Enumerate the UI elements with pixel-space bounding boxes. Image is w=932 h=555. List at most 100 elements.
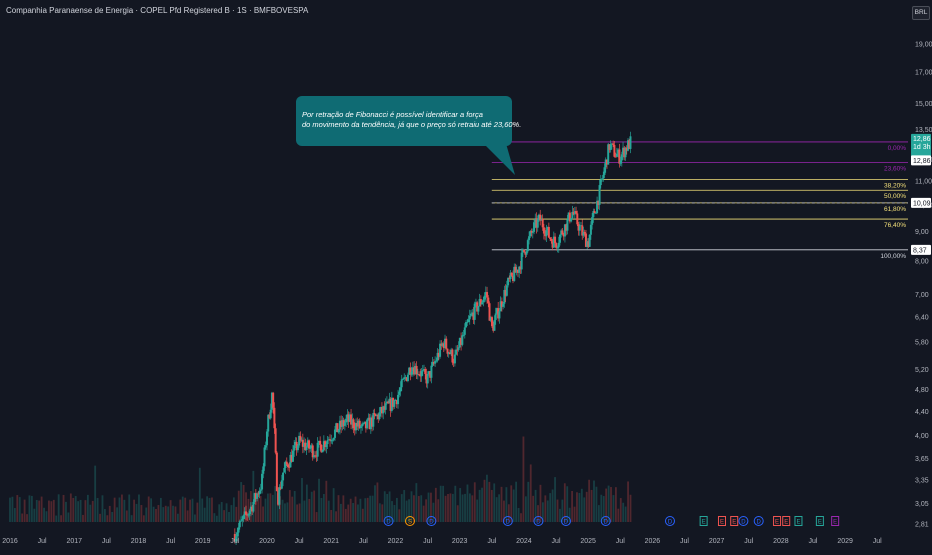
volume-bar	[213, 513, 216, 522]
x-tick-label: 2028	[773, 538, 789, 545]
candle-body	[565, 224, 568, 231]
marker-frame	[383, 516, 394, 526]
annotation-callout[interactable]: Por retração de Fibonacci é possível ide…	[296, 96, 521, 146]
volume-bar	[60, 515, 62, 522]
candle-body	[401, 378, 404, 380]
candle-body	[609, 144, 612, 150]
candle-body	[397, 394, 400, 405]
candle-body	[418, 374, 421, 375]
earnings-icon[interactable]: E	[794, 516, 803, 526]
dividend-icon[interactable]: D	[753, 516, 764, 526]
candle-body	[333, 429, 336, 438]
volume-bar	[176, 513, 179, 522]
candle-body	[270, 392, 273, 410]
candle-body	[465, 322, 468, 328]
candle-body	[392, 397, 395, 407]
volume-bar	[16, 495, 19, 522]
volume-bar	[461, 494, 464, 522]
volume-bar	[240, 482, 243, 522]
x-tick-label: 2025	[580, 538, 596, 545]
candle-body	[561, 230, 564, 235]
earnings-icon[interactable]: E	[699, 516, 708, 526]
candle-body	[237, 527, 240, 533]
dividend-icon[interactable]: D	[533, 516, 544, 526]
volume-bar	[79, 499, 82, 522]
candle-body	[605, 159, 608, 165]
candle-body	[535, 218, 538, 228]
volume-bar	[215, 515, 218, 522]
candle-body	[615, 153, 618, 157]
y-tick-label: 3,05	[915, 501, 929, 508]
volume-bar	[597, 505, 600, 522]
candle-body	[555, 243, 558, 249]
candle-body	[442, 343, 445, 349]
candle-body	[596, 200, 599, 213]
volume-bar	[488, 481, 491, 522]
volume-bar	[342, 495, 345, 522]
earnings-icon[interactable]: E	[815, 516, 824, 526]
marker-glyph: E	[732, 519, 736, 525]
candle-body	[256, 493, 259, 499]
volume-bar	[89, 504, 92, 522]
volume-bar	[254, 493, 257, 522]
volume-bar	[337, 495, 340, 522]
y-tick-label: 4,40	[915, 409, 929, 416]
candle-body	[377, 414, 380, 420]
price-axis[interactable]: 19,0017,0015,0013,5012,0011,0010,009,008…	[911, 41, 932, 529]
volume-bar	[67, 512, 70, 522]
y-tick-label: 5,20	[915, 367, 929, 374]
earnings-icon[interactable]: E	[782, 516, 791, 526]
candle-body	[345, 418, 348, 423]
volume-bar	[164, 505, 167, 522]
candle-body	[474, 302, 477, 304]
candle-body	[440, 343, 443, 346]
candle-body	[497, 308, 500, 319]
fibonacci-retracement[interactable]: 0,00% 23,60% 38,20% 50,00% 61,80% 76,40% 100,0…	[480, 140, 908, 260]
volume-bar	[135, 503, 138, 522]
candle-body	[308, 440, 311, 449]
candle-body	[524, 251, 527, 255]
candle-body	[503, 289, 506, 304]
marker-glyph: E	[796, 519, 800, 525]
earnings-icon[interactable]: E	[773, 516, 782, 526]
candle-body	[241, 519, 244, 521]
volume-bar	[327, 500, 330, 522]
volume-bar	[529, 464, 532, 522]
dividend-icon[interactable]: D	[426, 516, 437, 526]
candle-body	[394, 400, 397, 402]
dividend-icon[interactable]: D	[664, 516, 675, 526]
candle-body	[544, 233, 547, 237]
candle-body	[504, 289, 507, 296]
candle-body	[581, 225, 584, 236]
earnings-icon[interactable]: E	[831, 516, 840, 526]
volume-bar	[434, 487, 437, 522]
candle-body	[272, 392, 275, 408]
volume-bar	[413, 495, 415, 522]
x-tick-label: Jul	[102, 538, 111, 545]
split-icon[interactable]: S	[404, 516, 415, 526]
dividend-icon[interactable]: D	[600, 516, 611, 526]
candle-body	[416, 374, 419, 375]
candle-body	[525, 251, 528, 255]
x-tick-label: Jul	[38, 538, 47, 545]
dividend-icon[interactable]: D	[560, 516, 571, 526]
time-axis[interactable]: 2016 Jul 2017 Jul 2018 Jul 2019 Jul 2020 Jul 2021 J…	[2, 538, 882, 545]
volume-bar	[33, 508, 36, 522]
volume-bar	[376, 482, 379, 522]
y-tick-label: 3,35	[915, 477, 929, 484]
dividend-icon[interactable]: D	[383, 516, 394, 526]
dividend-icon[interactable]: D	[502, 516, 513, 526]
candle-body	[361, 423, 364, 427]
candle-body	[420, 371, 423, 377]
volume-bar	[422, 505, 425, 522]
candle-body	[620, 154, 623, 161]
dividend-icon[interactable]: D	[738, 516, 749, 526]
currency-button[interactable]: BRL	[912, 6, 930, 20]
volume-bar	[167, 506, 170, 522]
x-tick-label: 2018	[131, 538, 147, 545]
earnings-icon[interactable]: E	[717, 516, 726, 526]
earnings-icon[interactable]: E	[730, 516, 739, 526]
